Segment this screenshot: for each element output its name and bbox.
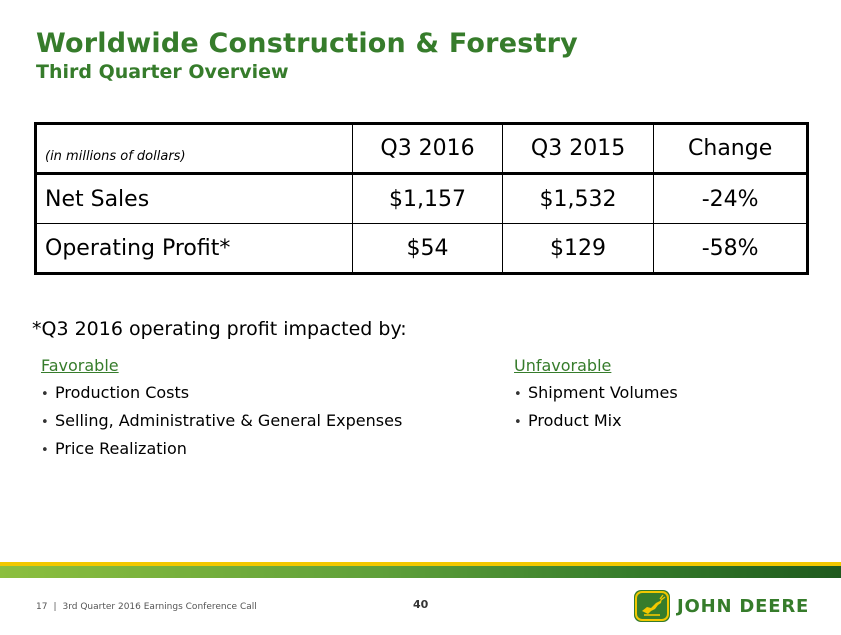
list-item-text: Product Mix	[528, 411, 622, 430]
list-item: • Production Costs	[41, 379, 402, 407]
bullet-icon: •	[41, 443, 49, 458]
john-deere-logo: JOHN DEERE	[634, 590, 809, 622]
bullet-icon: •	[514, 415, 522, 430]
list-item: • Selling, Administrative & General Expen…	[41, 407, 402, 435]
page-number: 40	[413, 598, 429, 611]
slide-subtitle: Third Quarter Overview	[36, 61, 289, 83]
list-item-text: Shipment Volumes	[528, 383, 678, 402]
financial-table: (in millions of dollars) Q3 2016 Q3 2015…	[34, 122, 809, 275]
list-item-text: Selling, Administrative & General Expens…	[55, 411, 403, 430]
table-row: Net Sales $1,157 $1,532 -24%	[34, 173, 808, 224]
table-header-row: (in millions of dollars) Q3 2016 Q3 2015…	[34, 123, 808, 175]
column-header-q3-2015: Q3 2015	[501, 123, 655, 175]
logo-wordmark: JOHN DEERE	[677, 596, 810, 617]
unfavorable-heading: Unfavorable	[514, 356, 612, 375]
cell-operating-profit-q3-2016: $54	[352, 223, 503, 274]
column-header-change: Change	[653, 123, 808, 175]
cell-net-sales-change: -24%	[653, 173, 808, 224]
row-label-net-sales: Net Sales	[34, 173, 354, 224]
footer-band-green	[0, 566, 841, 578]
column-header-q3-2016: Q3 2016	[352, 123, 503, 175]
list-item-text: Production Costs	[55, 383, 190, 402]
leaping-deer-icon	[634, 590, 670, 622]
bullet-icon: •	[41, 415, 49, 430]
favorable-list: • Production Costs • Selling, Administrati…	[41, 379, 402, 463]
bullet-icon: •	[41, 387, 49, 402]
cell-net-sales-q3-2016: $1,157	[352, 173, 503, 224]
cell-net-sales-q3-2015: $1,532	[501, 173, 655, 224]
favorable-heading: Favorable	[41, 356, 119, 375]
slide-number: 17	[36, 602, 48, 612]
list-item: • Shipment Volumes	[514, 379, 678, 407]
cell-operating-profit-change: -58%	[653, 223, 808, 274]
bullet-icon: •	[514, 387, 522, 402]
row-label-operating-profit: Operating Profit*	[34, 223, 354, 274]
table-row: Operating Profit* $54 $129 -58%	[34, 223, 808, 274]
list-item: • Product Mix	[514, 407, 678, 435]
footer-band-yellow	[0, 562, 841, 566]
footer-separator: |	[53, 602, 57, 612]
footer-text: 17 | 3rd Quarter 2016 Earnings Conference …	[36, 602, 257, 612]
units-label: (in millions of dollars)	[34, 123, 354, 175]
event-name: 3rd Quarter 2016 Earnings Conference Cal…	[62, 602, 257, 612]
list-item-text: Price Realization	[55, 439, 187, 458]
unfavorable-list: • Shipment Volumes • Product Mix	[514, 379, 678, 435]
slide-title: Worldwide Construction & Forestry	[36, 28, 578, 59]
cell-operating-profit-q3-2015: $129	[501, 223, 655, 274]
list-item: • Price Realization	[41, 435, 402, 463]
impact-note: *Q3 2016 operating profit impacted by:	[32, 318, 407, 340]
